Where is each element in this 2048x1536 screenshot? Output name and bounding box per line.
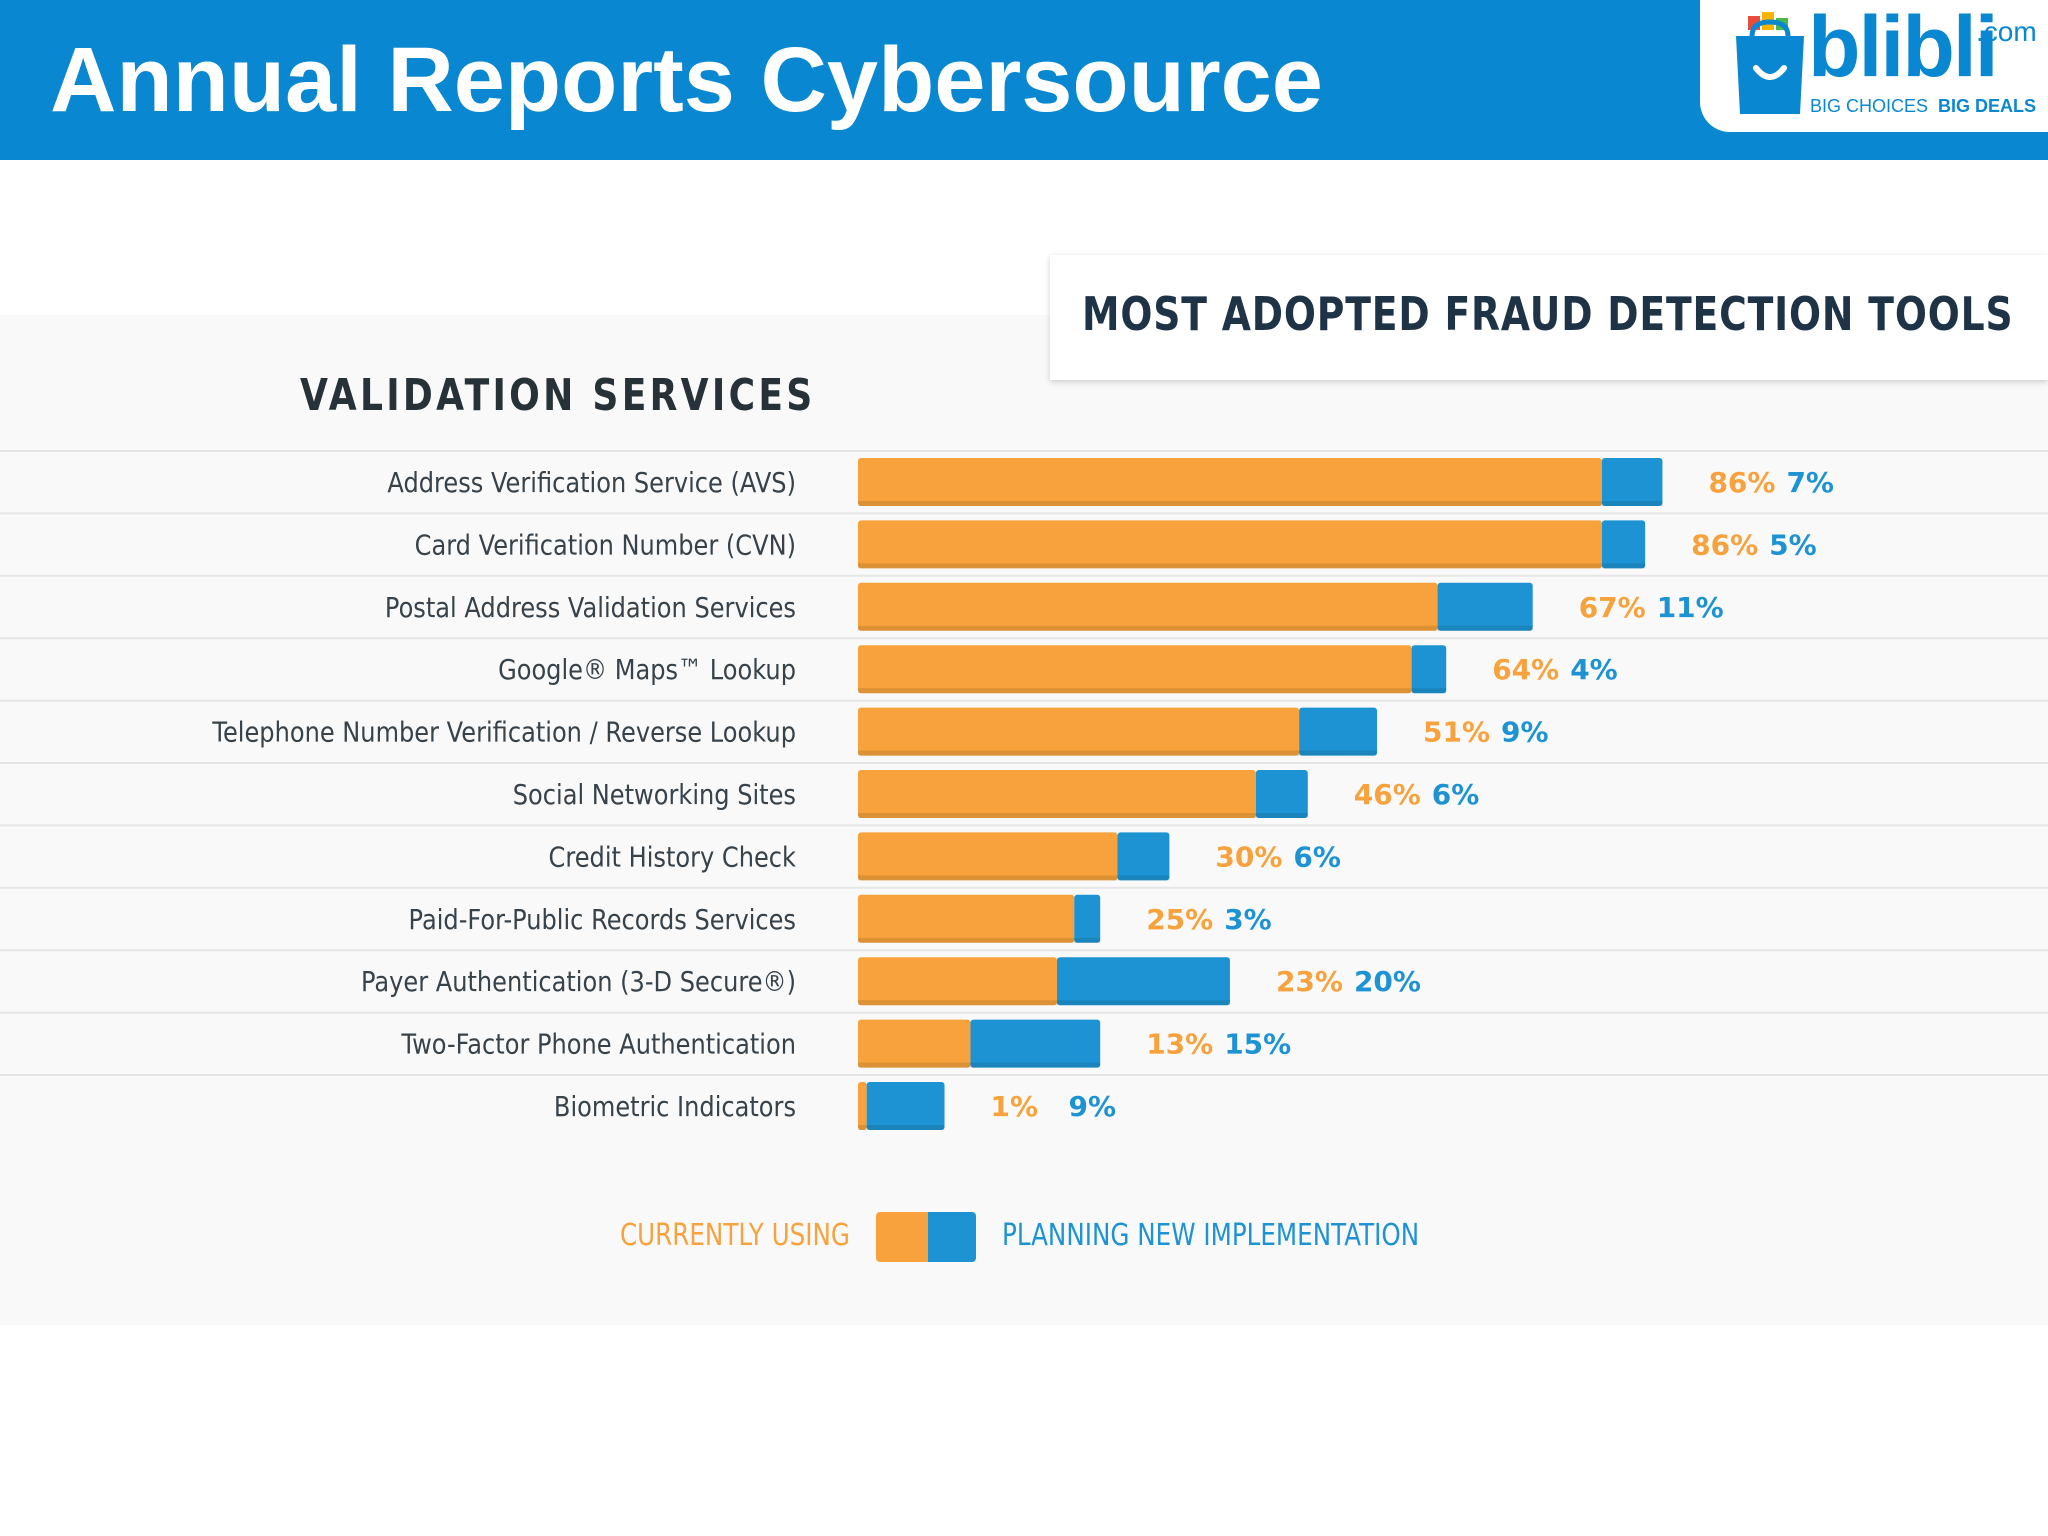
bar-currently-using [858,894,1075,943]
value-label-planning-new: 20% [1354,965,1421,998]
bar-currently-using [858,1019,971,1068]
bar-shadow [858,750,1377,756]
category-label: Social Networking Sites [513,779,796,811]
value-label-planning-new: 9% [1501,716,1549,749]
bar-planning-new [1601,520,1646,569]
bar-shadow [858,875,1170,881]
bar-planning-new [1255,770,1308,818]
bar-shadow [858,688,1447,694]
value-label-planning-new: 6% [1293,840,1341,873]
bar-planning-new [1437,582,1533,631]
legend-swatch-currently-using [876,1212,928,1262]
category-label: Paid-For-Public Records Services [409,904,796,936]
bar-planning-new [1299,707,1377,756]
blibli-logo: blibli .com BIG CHOICES BIG DEALS [1700,0,2048,132]
bar-planning-new [1117,832,1170,881]
category-label: Payer Authentication (3-D Secure®) [361,967,796,999]
value-label-planning-new: 11% [1657,591,1724,624]
value-label-currently-using: 51% [1423,716,1490,749]
bar-planning-new [1411,645,1447,694]
bar-shadow [858,1125,945,1130]
legend-swatch-planning [928,1212,976,1262]
bar-shadow [858,813,1308,818]
bar-planning-new [866,1082,945,1130]
bar-planning-new [1074,894,1101,943]
bar-planning-new [1601,458,1663,506]
logo-wordmark: blibli [1808,0,1999,95]
legend-swatch [876,1212,976,1262]
value-label-currently-using: 1% [991,1090,1039,1123]
bar-currently-using [858,707,1300,756]
bar-currently-using [858,582,1438,631]
slide-header: Annual Reports Cybersource blibli .com B… [0,0,2048,160]
value-label-currently-using: 30% [1215,840,1282,873]
value-label-currently-using: 25% [1146,903,1213,936]
legend-currently-using: CURRENTLY USING [620,1218,850,1253]
shopping-bag-icon [1736,12,1804,114]
value-label-currently-using: 46% [1354,778,1421,811]
section-title: VALIDATION SERVICES [300,370,816,421]
bar-shadow [858,1000,1230,1006]
category-label: Google® Maps™ Lookup [498,655,796,687]
bar-currently-using [858,520,1602,569]
bar-shadow [858,1062,1101,1068]
bar-shadow [858,937,1101,943]
value-label-planning-new: 6% [1432,778,1480,811]
chart-title-box: MOST ADOPTED FRAUD DETECTION TOOLS [1050,255,2048,380]
logo-tagline: BIG CHOICES BIG DEALS [1810,96,2040,117]
bar-planning-new [970,1019,1101,1068]
bar-currently-using [858,645,1412,694]
bar-currently-using [858,832,1118,881]
value-label-currently-using: 13% [1146,1028,1213,1061]
category-label: Biometric Indicators [554,1091,796,1123]
value-label-planning-new: 5% [1769,528,1817,561]
bar-currently-using [858,1082,867,1130]
chart-title: MOST ADOPTED FRAUD DETECTION TOOLS [1082,287,2014,341]
legend-planning-new: PLANNING NEW IMPLEMENTATION [1002,1218,1420,1253]
category-label: Credit History Check [549,842,797,874]
value-label-currently-using: 23% [1276,965,1343,998]
category-label: Postal Address Validation Services [385,592,796,624]
category-label: Telephone Number Verification / Reverse … [211,717,796,749]
value-label-currently-using: 67% [1579,591,1646,624]
category-label: Card Verification Number (CVN) [415,530,796,562]
bar-currently-using [858,957,1057,1006]
logo-dotcom: .com [1976,16,2037,47]
bar-shadow [858,563,1646,569]
bar-shadow [858,625,1533,631]
value-label-currently-using: 86% [1691,528,1758,561]
value-label-planning-new: 7% [1786,466,1834,499]
bar-currently-using [858,458,1602,506]
logo-tagline-choices: BIG CHOICES [1810,96,1929,116]
slide-title: Annual Reports Cybersource [50,29,1323,131]
bar-currently-using [858,770,1256,818]
bar-planning-new [1056,957,1230,1006]
value-label-planning-new: 9% [1069,1090,1117,1123]
value-label-planning-new: 15% [1224,1028,1291,1061]
value-label-currently-using: 86% [1708,466,1775,499]
logo-tagline-deals: BIG DEALS [1938,96,2037,116]
category-label: Two-Factor Phone Authentication [400,1029,796,1061]
value-label-currently-using: 64% [1492,653,1559,686]
value-label-planning-new: 4% [1570,653,1618,686]
value-label-planning-new: 3% [1224,903,1272,936]
category-label: Address Verification Service (AVS) [387,467,796,499]
bar-shadow [858,501,1663,506]
